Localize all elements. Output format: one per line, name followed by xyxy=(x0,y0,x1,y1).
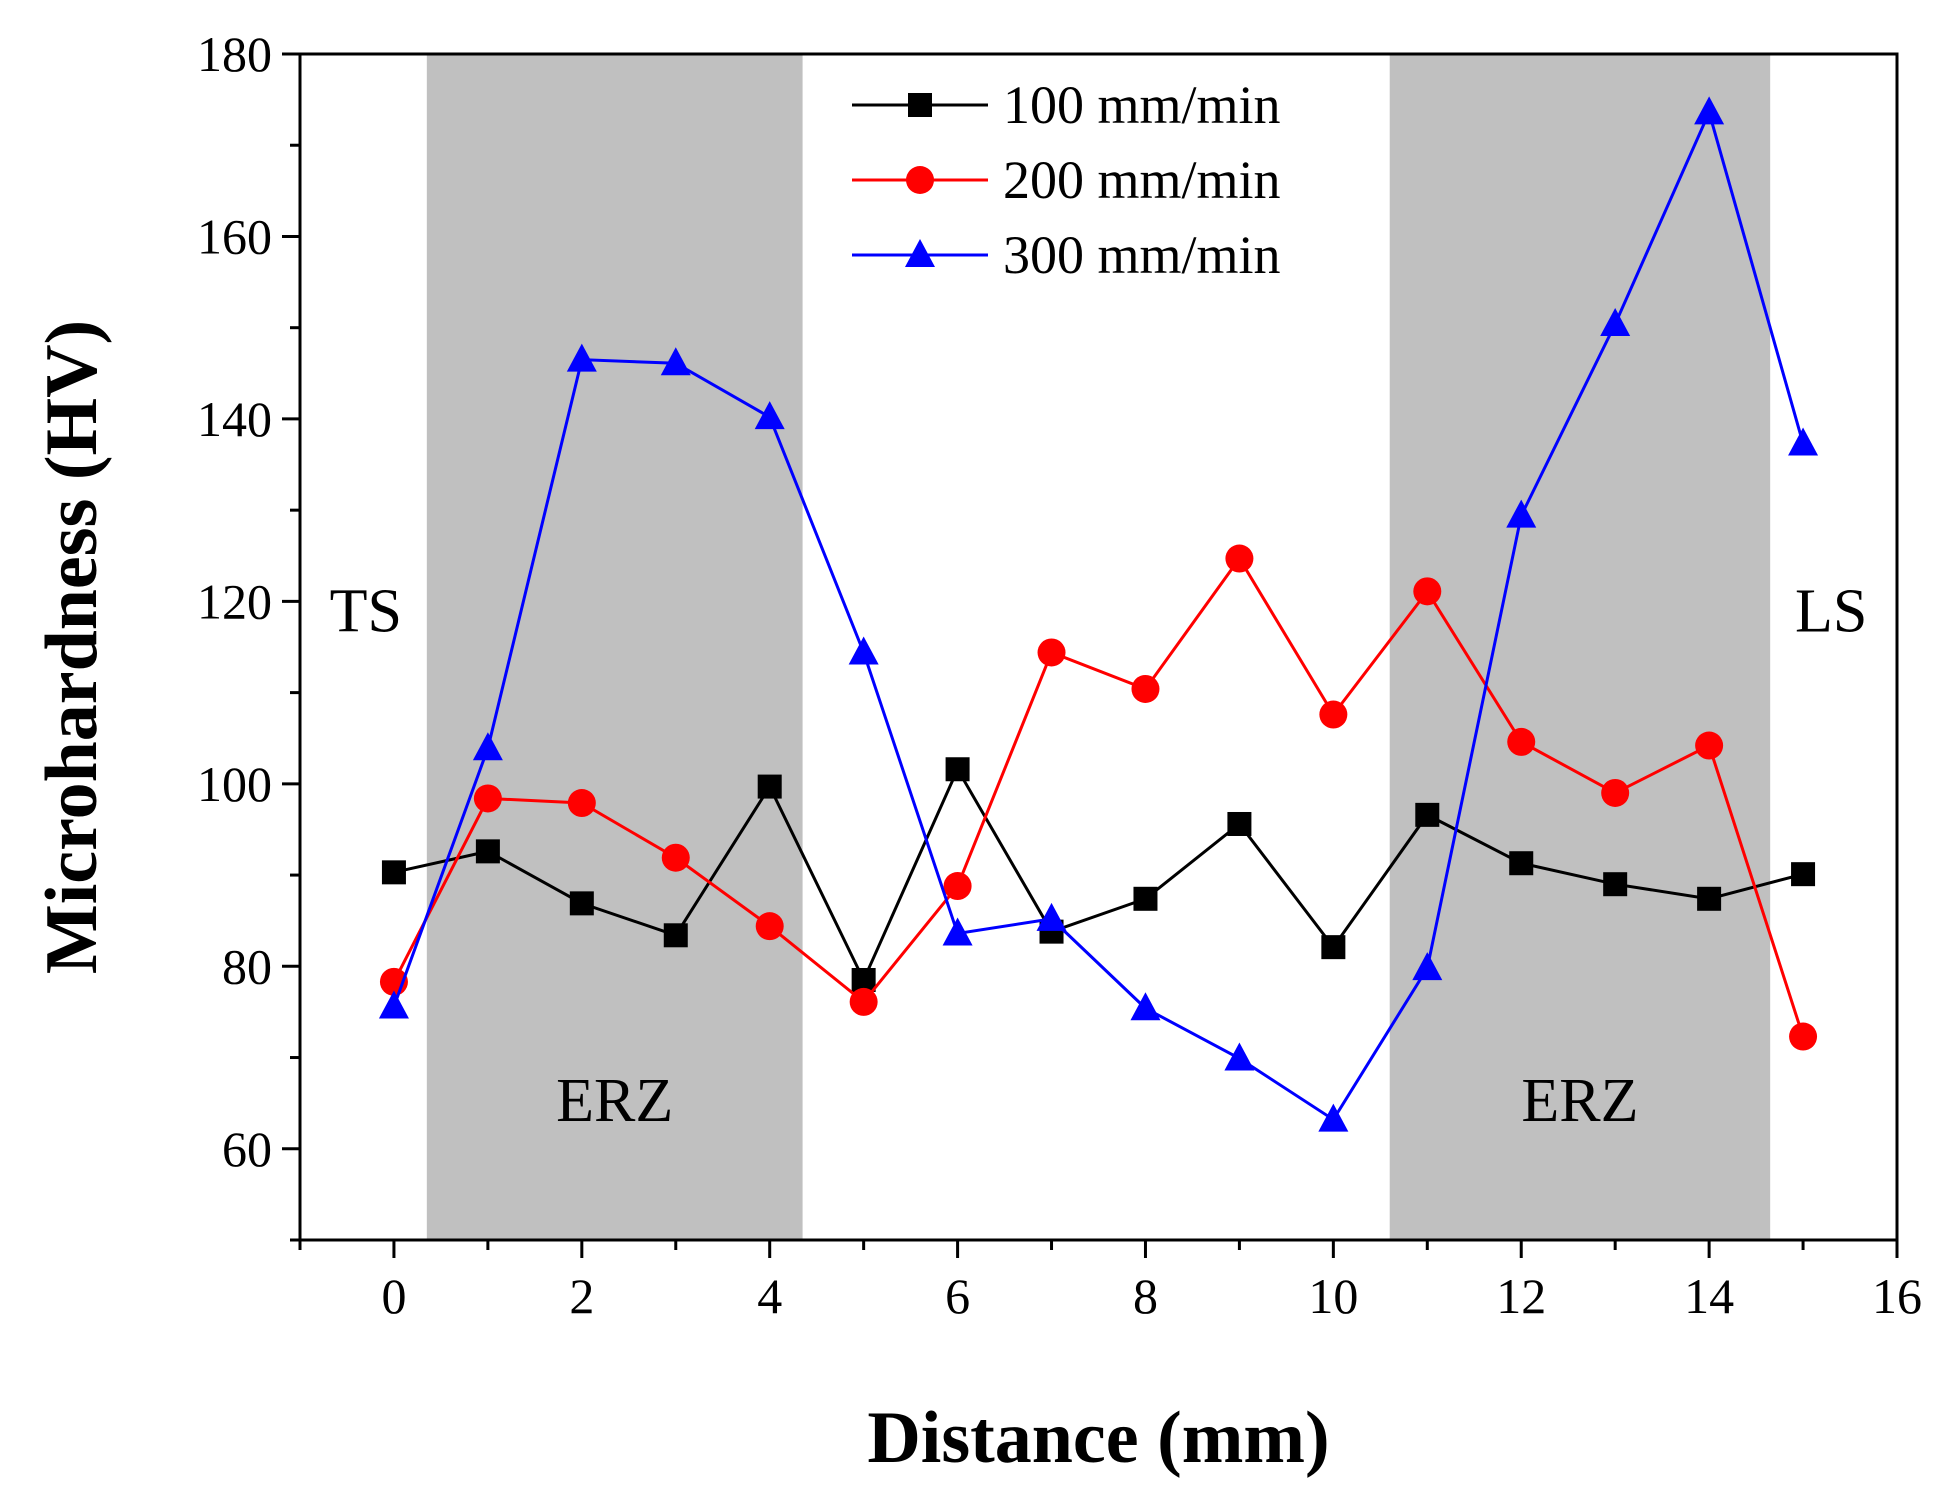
x-tick-label: 0 xyxy=(381,1268,406,1324)
x-tick-label: 4 xyxy=(757,1268,782,1324)
legend: 100 mm/min 200 mm/min 300 mm/min xyxy=(852,75,1281,285)
data-point xyxy=(1601,778,1630,807)
erz-region xyxy=(1389,54,1771,1240)
erz-label: ERZ xyxy=(556,1067,673,1135)
series-line xyxy=(392,555,1805,1038)
y-tick-label: 160 xyxy=(197,208,272,264)
x-tick-label: 12 xyxy=(1496,1268,1546,1324)
data-point xyxy=(849,987,878,1016)
side-annotation: TS xyxy=(330,577,402,645)
series-line xyxy=(393,765,1804,984)
legend-label: 100 mm/min xyxy=(1003,75,1281,135)
data-point xyxy=(1695,731,1724,760)
side-annotation: LS xyxy=(1795,577,1867,645)
data-point xyxy=(473,784,502,813)
data-point xyxy=(1321,935,1346,960)
x-tick-label: 2 xyxy=(569,1268,594,1324)
legend-marker xyxy=(908,93,932,117)
data-point xyxy=(755,912,784,941)
data-point xyxy=(754,401,785,430)
data-point xyxy=(1791,862,1816,887)
y-tick-label: 100 xyxy=(197,756,272,812)
data-point xyxy=(661,843,690,872)
erz-region xyxy=(426,54,803,1240)
data-point xyxy=(1037,638,1066,667)
x-tick-label: 10 xyxy=(1308,1268,1358,1324)
data-point xyxy=(1600,308,1631,337)
data-point xyxy=(1789,1022,1818,1051)
series-line xyxy=(392,107,1805,1122)
x-tick-label: 8 xyxy=(1133,1268,1158,1324)
legend-label: 300 mm/min xyxy=(1003,225,1281,285)
data-point xyxy=(378,990,409,1019)
data-point xyxy=(1697,886,1722,911)
series-group xyxy=(378,96,1819,1132)
data-point xyxy=(1224,1042,1255,1071)
x-tick-label: 6 xyxy=(945,1268,970,1324)
y-tick-label: 60 xyxy=(222,1121,272,1177)
data-point xyxy=(1227,811,1252,836)
data-point xyxy=(1130,992,1161,1021)
data-point xyxy=(945,757,970,782)
plot-frame xyxy=(298,52,1899,1242)
data-point xyxy=(475,839,500,864)
data-point xyxy=(1509,851,1534,876)
y-tick-label: 180 xyxy=(197,26,272,82)
data-point xyxy=(663,923,688,948)
data-point xyxy=(1133,886,1158,911)
data-point xyxy=(660,347,691,376)
data-point xyxy=(1225,544,1254,573)
series-circle xyxy=(379,544,1818,1051)
data-point xyxy=(566,343,597,372)
y-tick-label: 80 xyxy=(222,938,272,994)
legend-marker xyxy=(906,166,934,194)
data-point xyxy=(1603,872,1628,897)
y-tick-label: 140 xyxy=(197,391,272,447)
data-point xyxy=(848,636,879,665)
data-point xyxy=(1036,902,1067,931)
shaded-regions xyxy=(426,54,1771,1240)
data-point xyxy=(567,789,596,818)
y-axis-title: Microhardness (HV) xyxy=(31,320,113,974)
data-point xyxy=(1506,499,1537,528)
data-point xyxy=(1131,674,1160,703)
series-square xyxy=(381,757,1816,992)
data-point xyxy=(1507,727,1536,756)
data-point xyxy=(942,917,973,946)
data-point xyxy=(1318,1103,1349,1132)
data-point xyxy=(1413,577,1442,606)
data-point xyxy=(1788,427,1819,456)
data-point xyxy=(1412,952,1443,981)
legend-marker xyxy=(905,239,935,267)
data-point xyxy=(569,891,594,916)
data-point xyxy=(472,732,503,761)
data-point xyxy=(1694,96,1725,125)
erz-label: ERZ xyxy=(1521,1067,1638,1135)
axes xyxy=(282,52,1899,1258)
data-point xyxy=(1319,700,1348,729)
data-point xyxy=(381,860,406,885)
series-triangle xyxy=(378,96,1819,1132)
x-tick-label: 14 xyxy=(1684,1268,1734,1324)
legend-label: 200 mm/min xyxy=(1003,150,1281,210)
data-point xyxy=(757,774,782,799)
y-tick-label: 120 xyxy=(197,573,272,629)
data-point xyxy=(1415,802,1440,827)
data-point xyxy=(943,872,972,901)
labels: ERZ ERZ 0 2 4 6 8 10 12 14 16 60 80 100 120 140 160 180 Di… xyxy=(31,26,1922,1479)
x-axis-title: Distance (mm) xyxy=(867,1397,1329,1479)
x-tick-label: 16 xyxy=(1872,1268,1922,1324)
